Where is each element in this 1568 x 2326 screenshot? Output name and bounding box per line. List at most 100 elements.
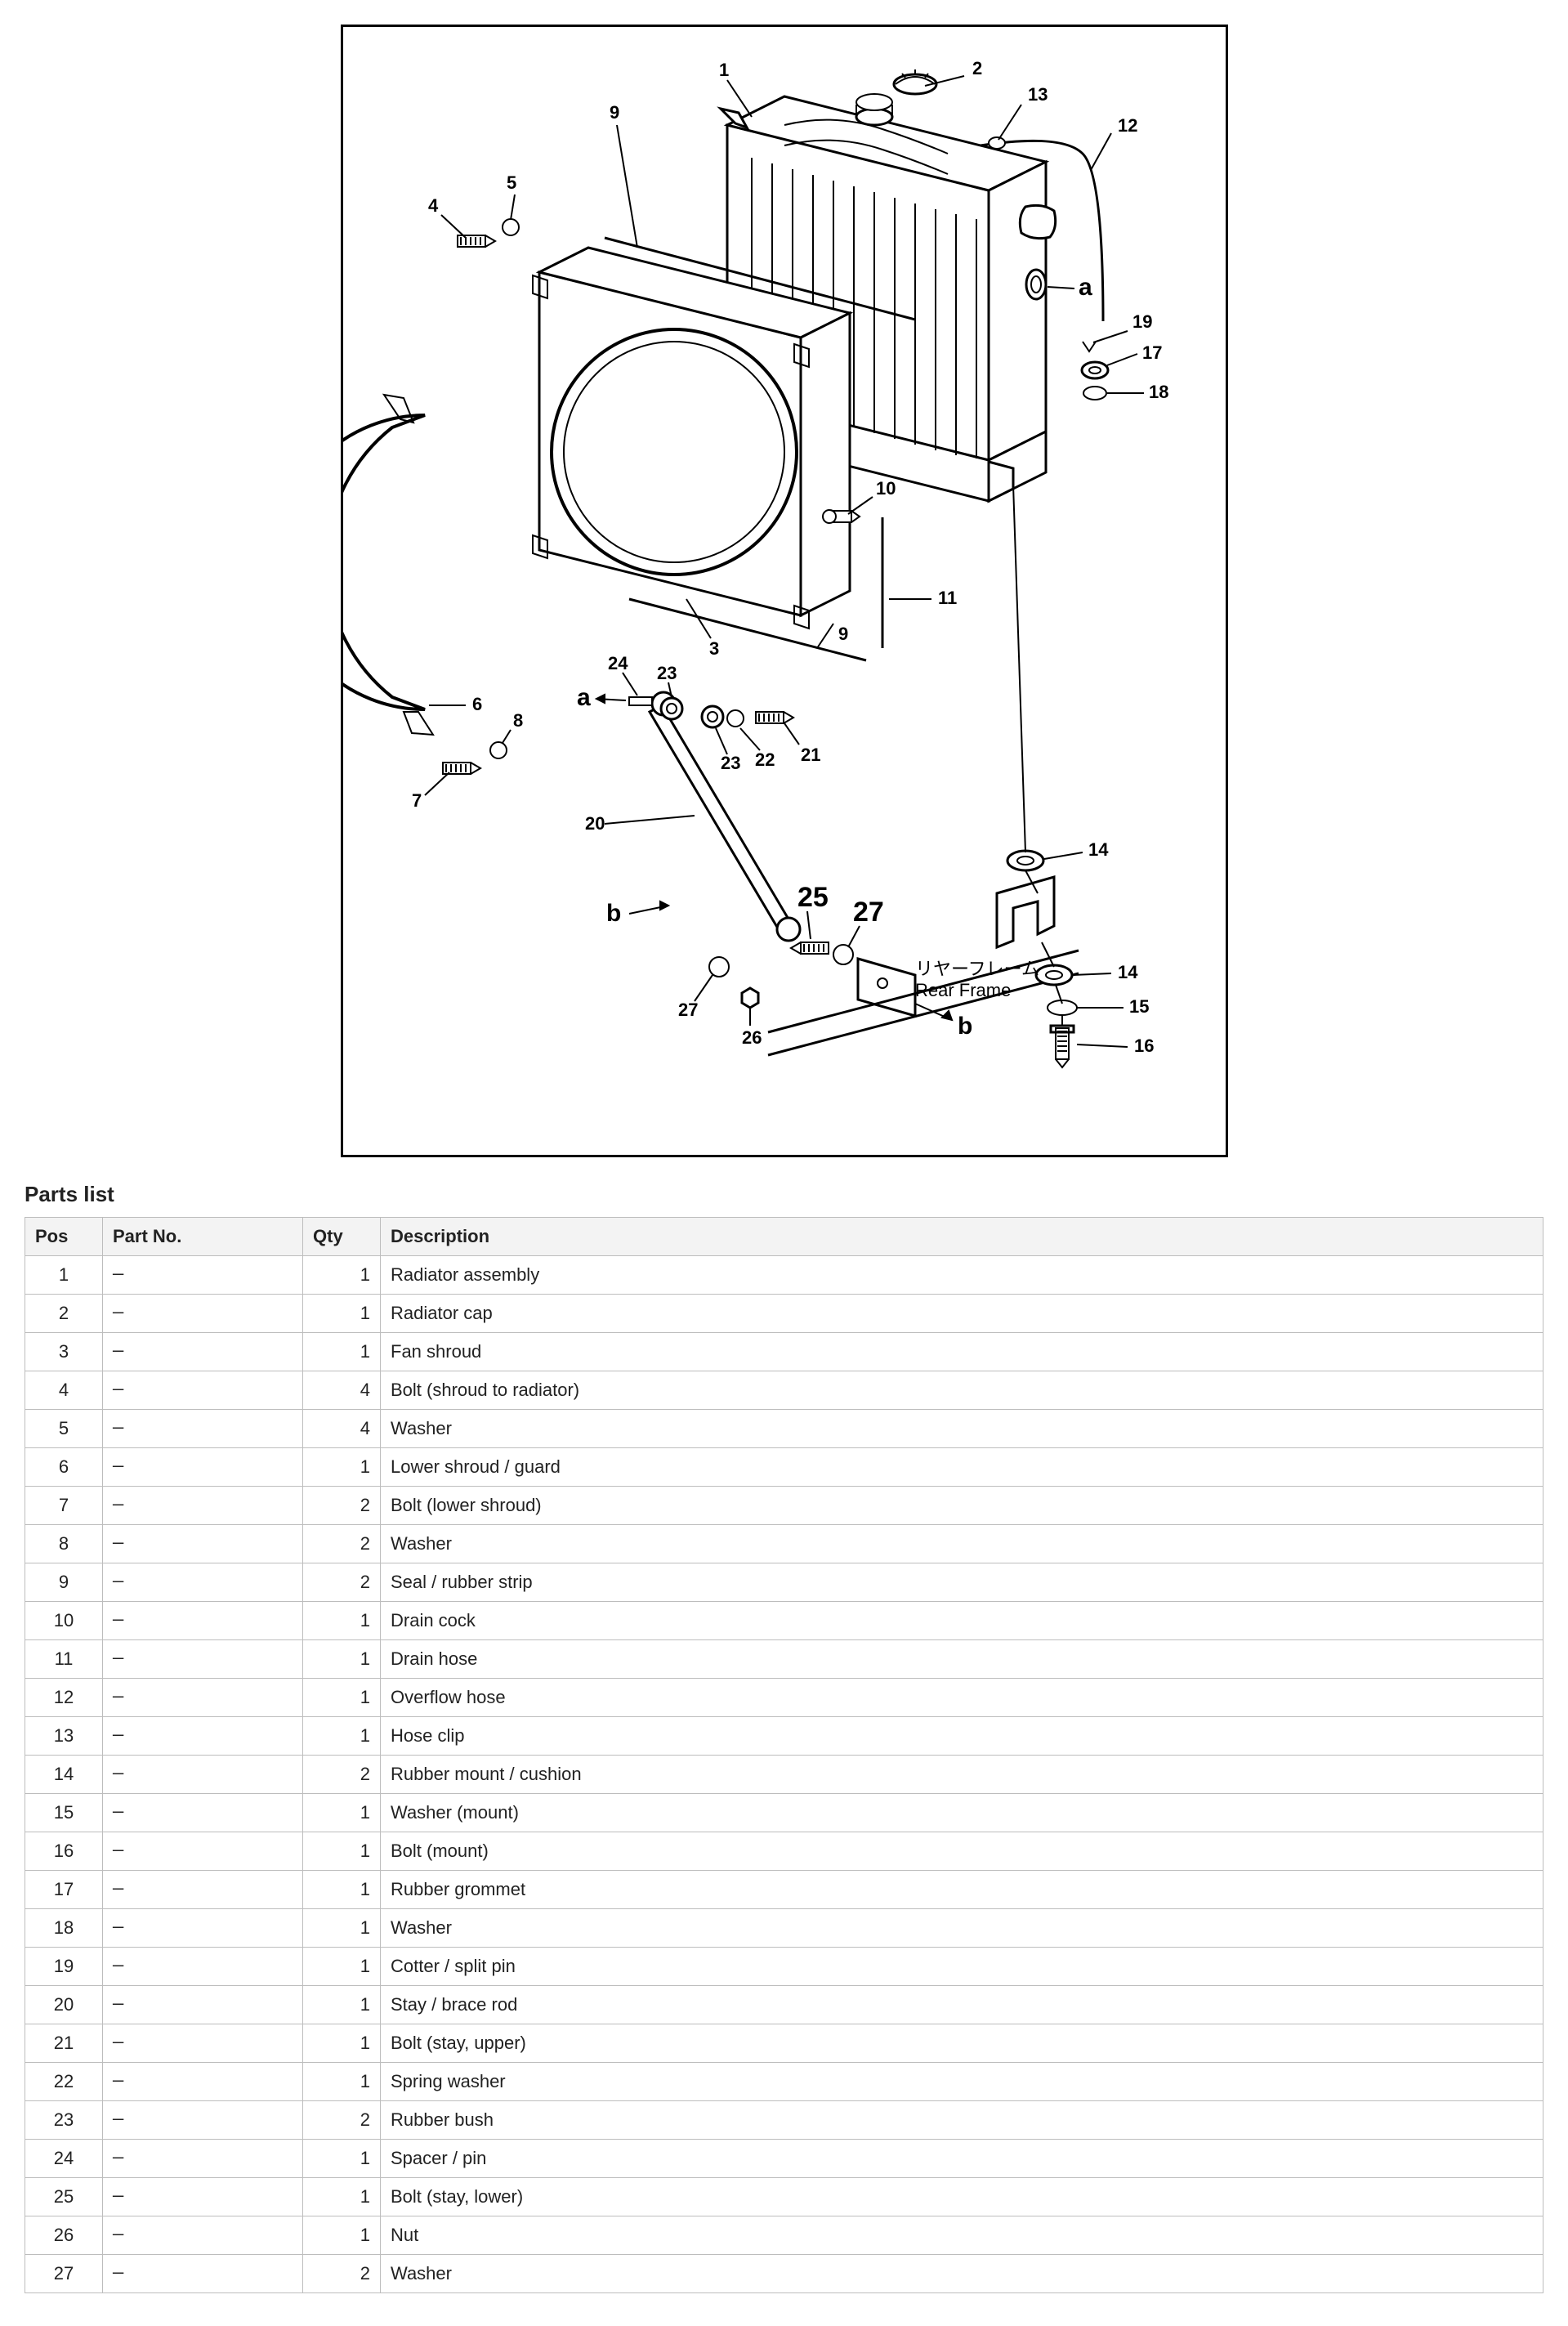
cell-desc: Bolt (lower shroud) [381, 1487, 1543, 1525]
callout-18: 18 [1149, 382, 1168, 402]
cell-pn: — [103, 1525, 303, 1563]
cell-pn: — [103, 1256, 303, 1295]
callout-2: 2 [972, 58, 982, 78]
cell-pos: 10 [25, 1602, 103, 1640]
cell-pn: — [103, 1333, 303, 1371]
callout-23l: 23 [657, 663, 677, 683]
cell-qty: 1 [303, 1832, 381, 1871]
table-row: 2—1Radiator cap [25, 1295, 1543, 1333]
cell-pn: — [103, 1986, 303, 2024]
cell-pos: 3 [25, 1333, 103, 1371]
cell-pn: — [103, 1871, 303, 1909]
cell-desc: Washer [381, 1410, 1543, 1448]
radiator-cap [894, 69, 936, 94]
cell-pn: — [103, 1948, 303, 1986]
cell-pn: — [103, 2178, 303, 2216]
callout-17: 17 [1142, 342, 1162, 363]
col-desc: Description [381, 1218, 1543, 1256]
callout-7: 7 [412, 790, 422, 811]
cell-desc: Rubber grommet [381, 1871, 1543, 1909]
cell-desc: Rubber mount / cushion [381, 1756, 1543, 1794]
cell-desc: Drain cock [381, 1602, 1543, 1640]
callout-5: 5 [507, 172, 516, 193]
cell-qty: 2 [303, 2101, 381, 2140]
callout-9b: 9 [838, 624, 848, 644]
cell-pos: 24 [25, 2140, 103, 2178]
callout-12: 12 [1118, 115, 1137, 136]
col-qty: Qty [303, 1218, 381, 1256]
cell-pn: — [103, 2216, 303, 2255]
callout-22: 22 [755, 749, 775, 770]
cell-pn: — [103, 1756, 303, 1794]
cell-desc: Washer [381, 1525, 1543, 1563]
table-row: 14—2Rubber mount / cushion [25, 1756, 1543, 1794]
cell-desc: Overflow hose [381, 1679, 1543, 1717]
letter-a1: a [1079, 274, 1092, 301]
cell-pos: 8 [25, 1525, 103, 1563]
cell-pos: 20 [25, 1986, 103, 2024]
callout-10: 10 [876, 478, 896, 499]
cell-pn: — [103, 1909, 303, 1948]
cell-desc: Lower shroud / guard [381, 1448, 1543, 1487]
cell-desc: Fan shroud [381, 1333, 1543, 1371]
callout-16: 16 [1134, 1036, 1154, 1056]
callout-15: 15 [1129, 996, 1149, 1017]
cell-pos: 6 [25, 1448, 103, 1487]
cell-pn: — [103, 1295, 303, 1333]
cell-qty: 2 [303, 1563, 381, 1602]
parts-table: Pos Part No. Qty Description 1—1Radiator… [25, 1217, 1543, 2293]
cell-pn: — [103, 2255, 303, 2293]
callout-27r: 27 [853, 897, 884, 928]
cell-qty: 4 [303, 1371, 381, 1410]
cell-desc: Rubber bush [381, 2101, 1543, 2140]
cell-pos: 17 [25, 1871, 103, 1909]
fan-shroud [533, 248, 850, 628]
cell-pn: — [103, 2024, 303, 2063]
col-pos: Pos [25, 1218, 103, 1256]
callout-6: 6 [472, 694, 482, 714]
table-row: 6—1Lower shroud / guard [25, 1448, 1543, 1487]
callout-4: 4 [428, 195, 439, 216]
table-row: 20—1Stay / brace rod [25, 1986, 1543, 2024]
callout-13: 13 [1028, 84, 1048, 105]
table-row: 4—4Bolt (shroud to radiator) [25, 1371, 1543, 1410]
table-row: 25—1Bolt (stay, lower) [25, 2178, 1543, 2216]
cell-pos: 15 [25, 1794, 103, 1832]
table-row: 27—2Washer [25, 2255, 1543, 2293]
cell-pn: — [103, 1371, 303, 1410]
table-row: 21—1Bolt (stay, upper) [25, 2024, 1543, 2063]
cell-pos: 14 [25, 1756, 103, 1794]
cell-pn: — [103, 1794, 303, 1832]
cell-pos: 22 [25, 2063, 103, 2101]
cell-pn: — [103, 1410, 303, 1448]
callout-25: 25 [797, 882, 829, 913]
rear-frame-en: Rear Frame [915, 980, 1011, 1000]
cell-desc: Spring washer [381, 2063, 1543, 2101]
cell-pn: — [103, 1448, 303, 1487]
cell-qty: 1 [303, 1717, 381, 1756]
cell-desc: Bolt (shroud to radiator) [381, 1371, 1543, 1410]
cell-pn: — [103, 1487, 303, 1525]
callout-27l: 27 [678, 1000, 698, 1020]
table-row: 10—1Drain cock [25, 1602, 1543, 1640]
cell-qty: 1 [303, 1448, 381, 1487]
cell-pos: 21 [25, 2024, 103, 2063]
cell-desc: Bolt (stay, lower) [381, 2178, 1543, 2216]
stay-rod [650, 692, 800, 941]
cell-pos: 19 [25, 1948, 103, 1986]
table-row: 11—1Drain hose [25, 1640, 1543, 1679]
callout-14b: 14 [1118, 962, 1138, 982]
table-row: 24—1Spacer / pin [25, 2140, 1543, 2178]
cell-desc: Washer (mount) [381, 1794, 1543, 1832]
cell-desc: Drain hose [381, 1640, 1543, 1679]
side-fasteners [1082, 342, 1108, 400]
callout-26: 26 [742, 1027, 762, 1048]
table-row: 13—1Hose clip [25, 1717, 1543, 1756]
cell-desc: Hose clip [381, 1717, 1543, 1756]
callout-23r: 23 [721, 753, 740, 773]
exploded-diagram: 1 2 13 12 9 5 4 3 9 10 11 17 18 19 14 14 [341, 25, 1228, 1157]
cell-pos: 7 [25, 1487, 103, 1525]
table-row: 23—2Rubber bush [25, 2101, 1543, 2140]
cell-pos: 12 [25, 1679, 103, 1717]
cell-desc: Cotter / split pin [381, 1948, 1543, 1986]
